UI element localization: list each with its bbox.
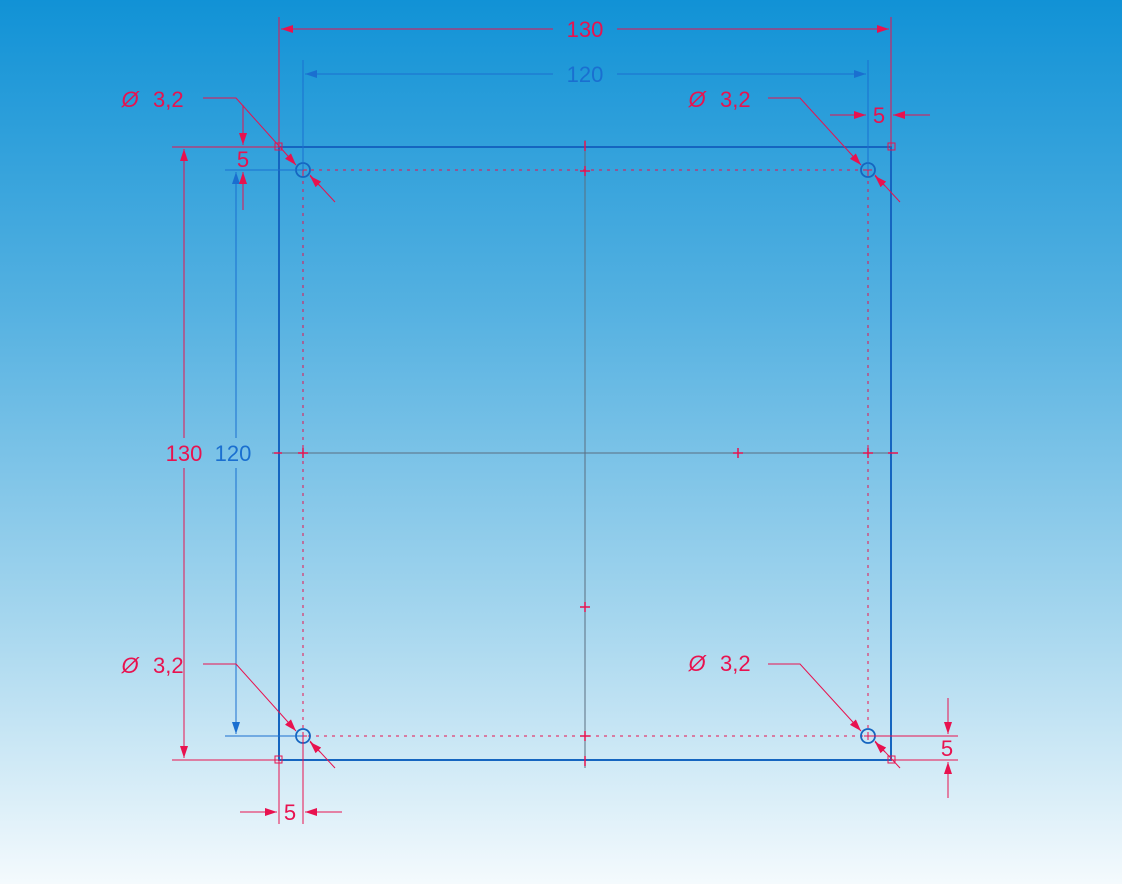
callout-hole-bottom-right[interactable]: Ø 3,2 — [687, 651, 901, 769]
dim-left-overall-height[interactable]: 130 — [166, 146, 279, 761]
dim-offset-bottom-right-vertical[interactable]: 5 — [868, 698, 958, 798]
dim-offset-top-right-horizontal[interactable]: 5 — [830, 103, 930, 147]
cross-mark — [298, 448, 308, 458]
dim-text: 120 — [215, 441, 252, 466]
diameter-symbol: Ø — [120, 87, 140, 112]
dim-text: 5 — [237, 147, 249, 172]
dim-offset-bottom-left-horizontal[interactable]: 5 — [240, 736, 342, 825]
cross-mark — [580, 602, 590, 612]
dim-text: 120 — [567, 62, 604, 87]
cross-mark — [863, 448, 873, 458]
diameter-symbol: Ø — [120, 653, 140, 678]
construction-marks — [274, 141, 898, 766]
diameter-symbol: Ø — [687, 651, 707, 676]
dim-top-hole-pitch[interactable]: 120 — [302, 60, 869, 170]
callout-hole-bottom-left[interactable]: Ø 3,2 — [120, 653, 336, 769]
dim-offset-top-left-vertical[interactable]: 5 — [237, 105, 249, 210]
dim-text: 5 — [941, 736, 953, 761]
cross-mark — [733, 448, 743, 458]
callout-hole-top-left[interactable]: Ø 3,2 — [120, 87, 336, 203]
callout-value: 3,2 — [153, 87, 184, 112]
dim-text: 130 — [166, 441, 203, 466]
dim-text: 130 — [567, 17, 604, 42]
dim-text: 5 — [284, 800, 296, 825]
cross-mark — [580, 731, 590, 741]
callout-value: 3,2 — [153, 653, 184, 678]
dim-text: 5 — [873, 103, 885, 128]
callout-value: 3,2 — [720, 651, 751, 676]
callout-value: 3,2 — [720, 87, 751, 112]
cross-mark — [580, 166, 590, 176]
dim-left-hole-pitch[interactable]: 120 — [215, 169, 303, 737]
diameter-symbol: Ø — [687, 87, 707, 112]
plate-geometry — [272, 140, 898, 768]
callout-hole-top-right[interactable]: Ø 3,2 — [687, 87, 901, 203]
